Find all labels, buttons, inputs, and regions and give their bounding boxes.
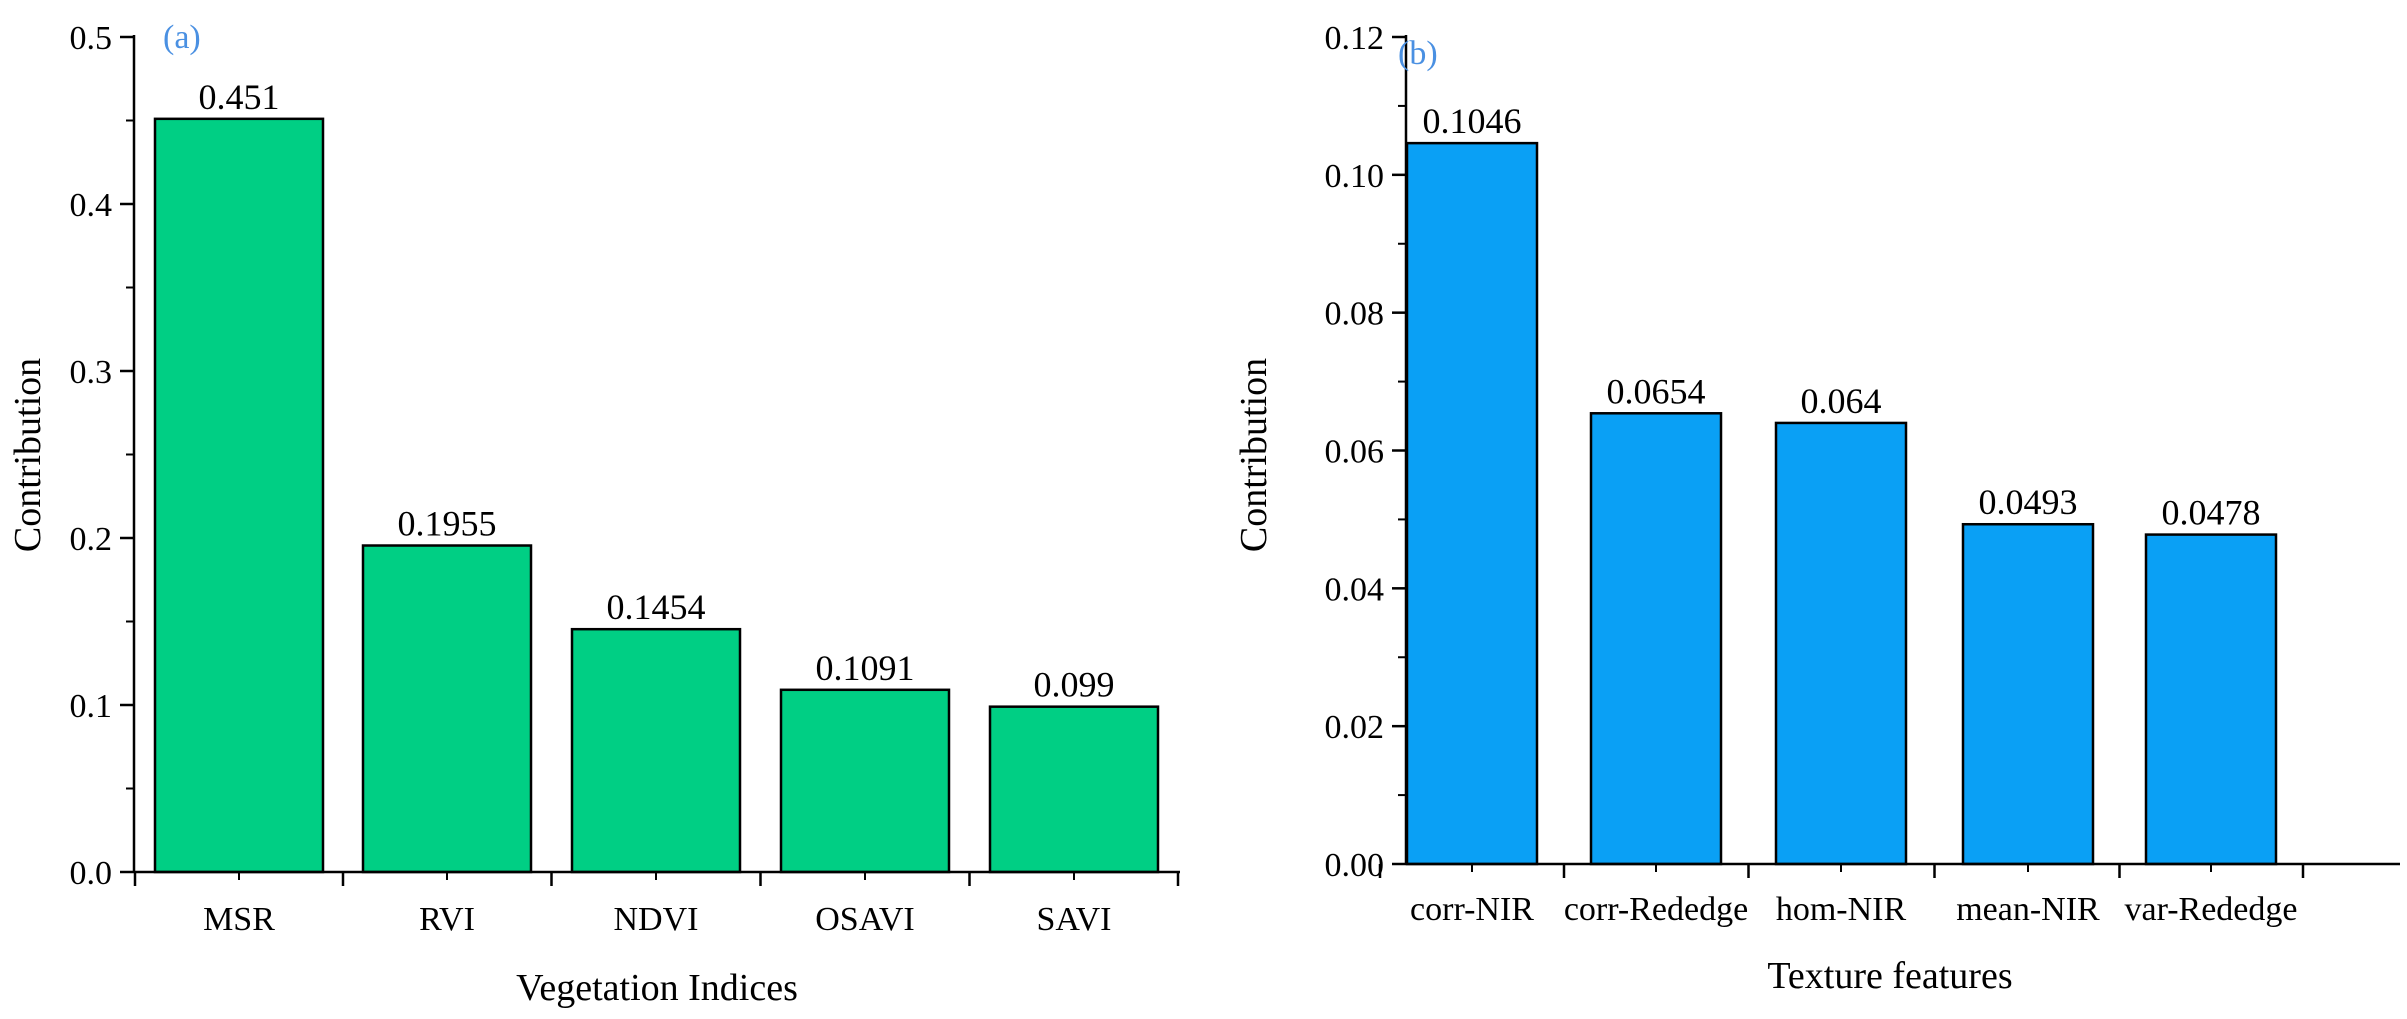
y-tick-label: 0.5 xyxy=(70,20,113,57)
y-tick-label: 0.00 xyxy=(1325,847,1385,884)
y-tick-label: 0.02 xyxy=(1325,709,1385,746)
x-tick-label: RVI xyxy=(419,901,475,938)
bar xyxy=(1405,141,1539,866)
y-tick-label: 0.3 xyxy=(70,354,113,391)
x-tick-label: SAVI xyxy=(1037,901,1112,938)
y-tick-label: 0.2 xyxy=(70,521,113,558)
data-label: 0.0493 xyxy=(1979,482,2078,522)
panel-label: (a) xyxy=(163,19,201,56)
data-label: 0.451 xyxy=(199,77,280,117)
y-tick-label: 0.06 xyxy=(1325,434,1385,471)
data-label: 0.064 xyxy=(1801,381,1882,421)
y-tick-label: 0.04 xyxy=(1325,571,1385,608)
y-axis-title: Contribution xyxy=(7,358,49,552)
data-label: 0.1955 xyxy=(398,504,497,544)
data-label: 0.099 xyxy=(1034,665,1115,705)
x-axis-title: Texture features xyxy=(1767,955,2012,997)
x-tick-label: corr-Rededge xyxy=(1564,891,1748,928)
data-label: 0.0478 xyxy=(2162,493,2261,533)
y-axis-title: Contribution xyxy=(1233,358,1275,552)
y-tick-label: 0.08 xyxy=(1325,296,1385,333)
bar xyxy=(153,117,325,874)
bar xyxy=(1774,421,1908,866)
panel-label: (b) xyxy=(1398,35,1438,72)
x-tick-label: MSR xyxy=(203,901,275,938)
x-tick-label: corr-NIR xyxy=(1410,891,1534,928)
bar xyxy=(361,544,533,874)
y-tick-label: 0.0 xyxy=(70,855,113,892)
x-tick-label: hom-NIR xyxy=(1776,891,1907,928)
bar xyxy=(570,627,742,874)
y-tick-label: 0.4 xyxy=(70,187,113,224)
data-label: 0.0654 xyxy=(1607,371,1706,411)
bar xyxy=(779,688,951,874)
bar xyxy=(1961,522,2095,866)
x-tick-label: NDVI xyxy=(614,901,699,938)
x-axis-title: Vegetation Indices xyxy=(516,967,798,1009)
y-tick-label: 0.1 xyxy=(70,688,113,725)
data-label: 0.1091 xyxy=(816,648,915,688)
y-tick-label: 0.10 xyxy=(1325,158,1385,195)
bar xyxy=(1589,412,1723,866)
bar xyxy=(988,705,1160,874)
bar xyxy=(2144,533,2278,866)
data-label: 0.1454 xyxy=(607,587,706,627)
data-label: 0.1046 xyxy=(1423,101,1522,141)
x-tick-label: OSAVI xyxy=(815,901,915,938)
y-tick-label: 0.12 xyxy=(1325,20,1385,57)
x-tick-label: var-Rededge xyxy=(2124,891,2297,928)
x-tick-label: mean-NIR xyxy=(1956,891,2100,928)
